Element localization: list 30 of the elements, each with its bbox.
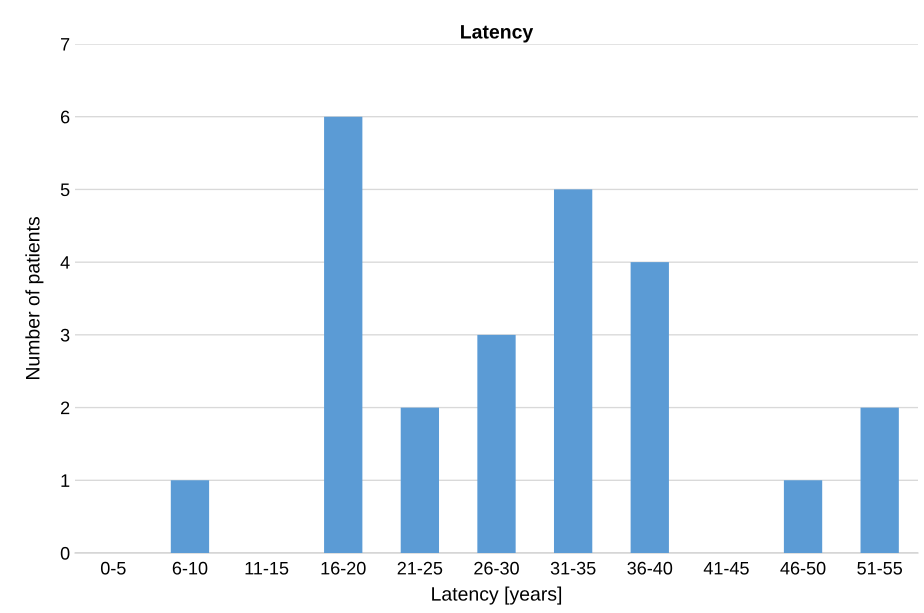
x-tick-label: 51-55 (857, 562, 902, 575)
y-tick-label: 3 (60, 328, 70, 342)
x-tick-label: 26-30 (474, 562, 519, 575)
y-tick-label: 7 (61, 38, 70, 51)
bar (477, 334, 516, 553)
bar (400, 408, 440, 553)
x-tick-label: 21-25 (398, 562, 442, 575)
y-tick-label: 4 (60, 256, 70, 269)
x-tick-label: 11-15 (246, 562, 288, 575)
bar (784, 480, 822, 553)
bar (554, 189, 592, 553)
x-tick-label: 41-45 (704, 562, 749, 575)
bar (324, 116, 362, 553)
y-tick-label: 0 (60, 546, 70, 560)
bar (630, 262, 669, 553)
x-tick-label: 6-10 (172, 562, 208, 575)
x-tick-label: 0-5 (100, 562, 126, 575)
bar (860, 408, 899, 553)
y-tick-label: 5 (60, 184, 70, 196)
bar (170, 480, 210, 553)
x-tick-label: 36-40 (627, 562, 672, 575)
y-tick-label: 2 (61, 402, 70, 414)
x-tick-label: 16-20 (322, 562, 366, 575)
chart-title: Latency (461, 25, 534, 42)
y-axis-title: Number of patients (25, 217, 44, 380)
y-tick-label: 6 (61, 110, 70, 124)
y-tick-label: 1 (61, 474, 70, 487)
x-tick-label: 46-50 (780, 562, 826, 575)
x-tick-label: 31-35 (550, 562, 596, 575)
x-axis-title: Latency [years] (432, 586, 562, 605)
